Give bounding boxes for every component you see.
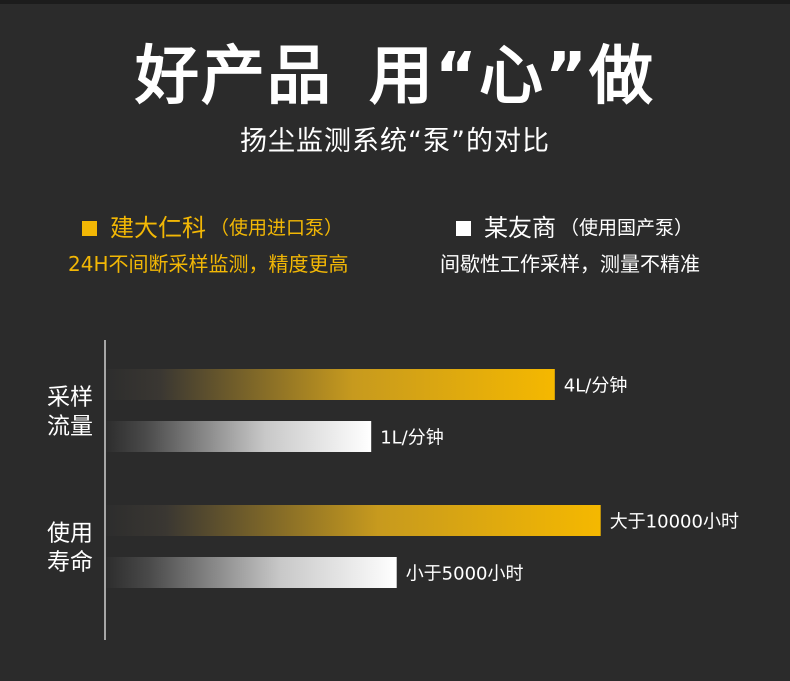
legend-swatch-brand	[82, 220, 97, 236]
data-label-1-0: 大于10000小时	[610, 512, 739, 533]
bar-1-1	[106, 557, 397, 588]
data-label-1-1: 小于5000小时	[406, 564, 524, 585]
legend-item-competitor: 某友商 （使用国产泵） 间歇性工作采样，测量不精准	[436, 212, 766, 282]
bar-0-0	[106, 369, 555, 400]
top-rule	[0, 0, 790, 4]
bar-0-1	[106, 421, 372, 452]
data-label-0-0: 4L/分钟	[564, 376, 628, 397]
legend-row-competitor: 某友商 （使用国产泵）	[436, 212, 766, 244]
page-title: 好产品 用“心”做	[0, 38, 790, 116]
legend-row-brand: 建大仁科 （使用进口泵）	[62, 212, 392, 244]
legend-desc-competitor: 间歇性工作采样，测量不精准	[440, 252, 700, 276]
legend-swatch-competitor	[456, 220, 471, 236]
legend-note-competitor: （使用国产泵）	[560, 217, 694, 239]
title-part-2: 用“心”做	[368, 40, 656, 114]
category-label-0-1: 流量	[47, 414, 93, 440]
legend-note-brand: （使用进口泵）	[210, 217, 344, 239]
bar-1-0	[106, 505, 601, 536]
page-subtitle: 扬尘监测系统“泵”的对比	[240, 126, 550, 157]
legend-name-brand: 建大仁科	[110, 214, 206, 242]
category-label-1-0: 使用	[47, 521, 93, 547]
legend-desc-brand: 24H不间断采样监测，精度更高	[68, 252, 349, 276]
legend-name-competitor: 某友商	[484, 214, 556, 242]
legend-item-brand: 建大仁科 （使用进口泵） 24H不间断采样监测，精度更高	[62, 212, 392, 282]
data-label-0-1: 1L/分钟	[380, 428, 444, 449]
category-label-0-0: 采样	[47, 385, 93, 411]
title-part-1: 好产品	[134, 40, 333, 114]
category-label-1-1: 寿命	[47, 550, 93, 576]
